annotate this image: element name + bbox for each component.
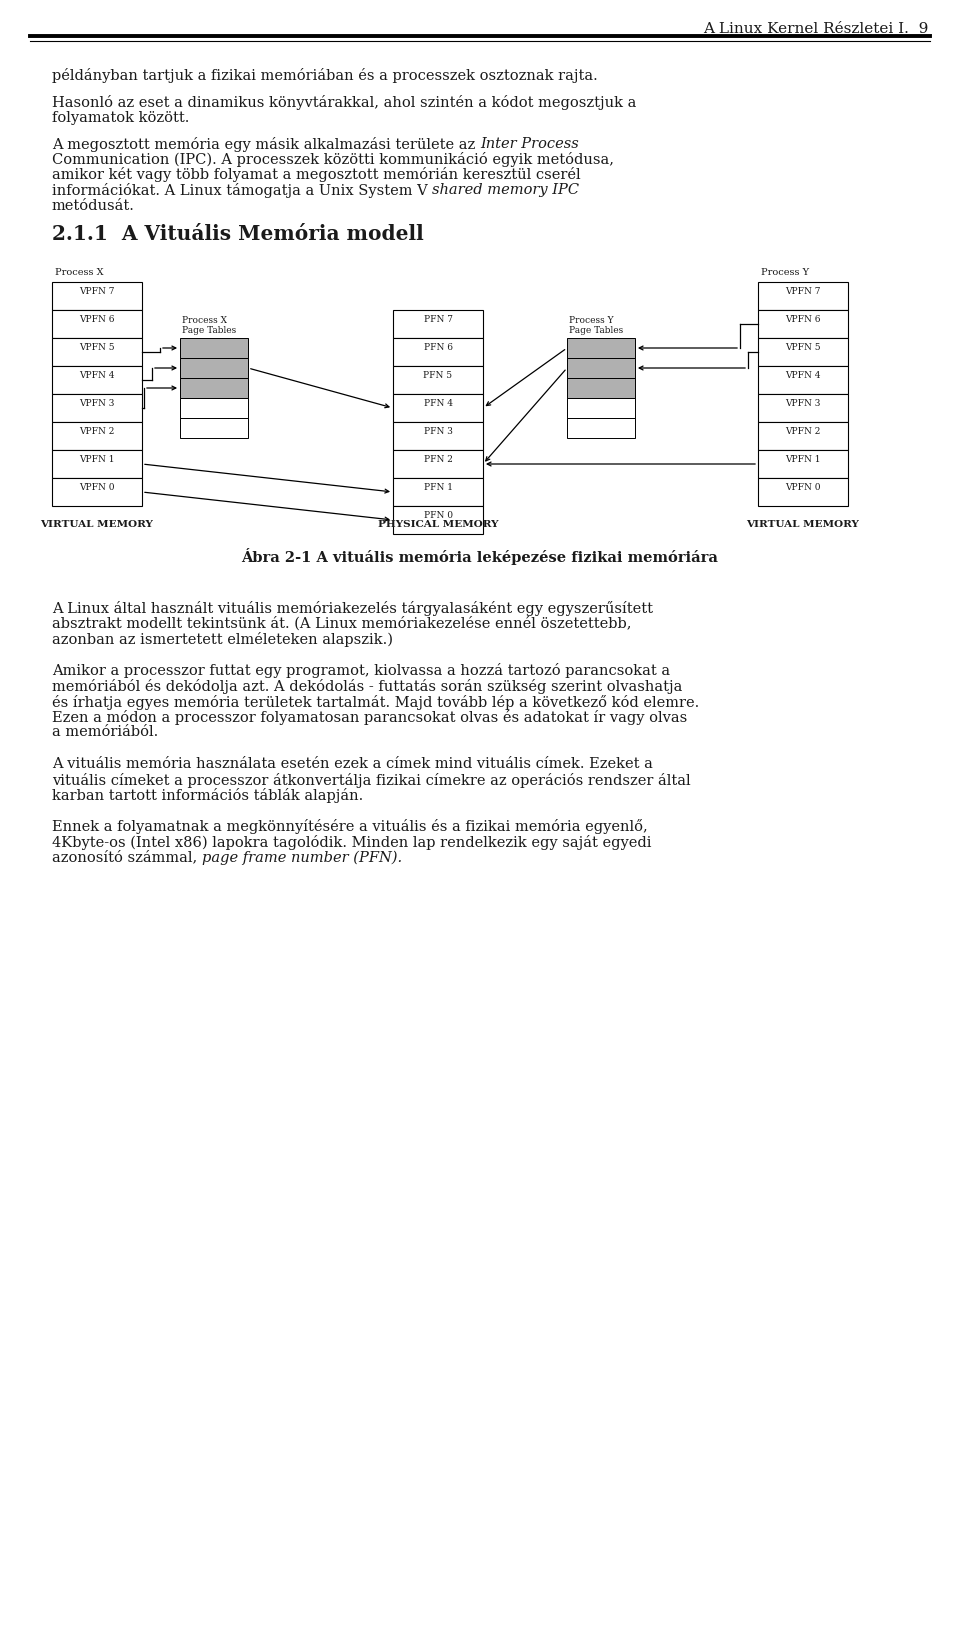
Bar bbox=[758, 393, 848, 422]
Text: memóriából és dekódolja azt. A dekódolás - futtatás során szükség szerint olvash: memóriából és dekódolja azt. A dekódolás… bbox=[52, 679, 683, 694]
Bar bbox=[52, 478, 142, 505]
Bar bbox=[393, 393, 483, 422]
Text: Inter Process: Inter Process bbox=[480, 136, 579, 151]
Bar bbox=[393, 505, 483, 535]
Text: Amikor a processzor futtat egy programot, kiolvassa a hozzá tartozó parancsokat : Amikor a processzor futtat egy programot… bbox=[52, 663, 670, 679]
Text: Ábra 2-1 A vituális memória leképezése fizikai memóriára: Ábra 2-1 A vituális memória leképezése f… bbox=[242, 548, 718, 565]
Text: PFN 7: PFN 7 bbox=[423, 315, 452, 323]
Text: VPFN 6: VPFN 6 bbox=[785, 315, 821, 323]
Text: PFN 0: PFN 0 bbox=[423, 510, 452, 520]
Text: VPFN 3: VPFN 3 bbox=[785, 400, 821, 408]
Bar bbox=[758, 478, 848, 505]
Bar bbox=[567, 398, 635, 418]
Bar bbox=[758, 310, 848, 338]
Text: PFN 5: PFN 5 bbox=[423, 370, 452, 380]
Text: Ezen a módon a processzor folyamatosan parancsokat olvas és adatokat ír vagy olv: Ezen a módon a processzor folyamatosan p… bbox=[52, 710, 687, 725]
Text: karban tartott információs táblák alapján.: karban tartott információs táblák alapjá… bbox=[52, 788, 363, 803]
Text: azonosító számmal,: azonosító számmal, bbox=[52, 850, 202, 864]
Bar bbox=[567, 379, 635, 398]
Text: Process X: Process X bbox=[55, 268, 104, 276]
Text: amikor két vagy több folyamat a megosztott memórián keresztül cserél: amikor két vagy több folyamat a megoszto… bbox=[52, 167, 581, 182]
Bar bbox=[393, 478, 483, 505]
Text: Process Y: Process Y bbox=[761, 268, 809, 276]
Bar bbox=[180, 398, 248, 418]
Text: absztrakt modellt tekintsünk át. (A Linux memóriakezelése ennél öszetettebb,: absztrakt modellt tekintsünk át. (A Linu… bbox=[52, 616, 632, 630]
Bar bbox=[567, 358, 635, 379]
Bar bbox=[393, 338, 483, 366]
Bar bbox=[180, 338, 248, 358]
Bar bbox=[393, 422, 483, 450]
Bar bbox=[393, 450, 483, 478]
Bar bbox=[567, 338, 635, 358]
Text: VPFN 2: VPFN 2 bbox=[785, 427, 821, 436]
Bar bbox=[52, 393, 142, 422]
Text: VPFN 4: VPFN 4 bbox=[785, 370, 821, 380]
Bar bbox=[180, 379, 248, 398]
Text: PHYSICAL MEMORY: PHYSICAL MEMORY bbox=[377, 520, 498, 530]
Bar bbox=[52, 366, 142, 393]
Text: page frame number (PFN).: page frame number (PFN). bbox=[202, 850, 402, 864]
Text: A vituális memória használata esetén ezek a címek mind vituális címek. Ezeket a: A vituális memória használata esetén eze… bbox=[52, 757, 653, 770]
Bar bbox=[758, 422, 848, 450]
Text: metódusát.: metódusát. bbox=[52, 198, 134, 213]
Text: VIRTUAL MEMORY: VIRTUAL MEMORY bbox=[40, 520, 154, 530]
Text: VPFN 0: VPFN 0 bbox=[80, 483, 115, 492]
Text: VPFN 4: VPFN 4 bbox=[80, 370, 115, 380]
Text: PFN 4: PFN 4 bbox=[423, 400, 452, 408]
Text: VPFN 7: VPFN 7 bbox=[785, 288, 821, 296]
Text: VPFN 0: VPFN 0 bbox=[785, 483, 821, 492]
Text: VPFN 1: VPFN 1 bbox=[785, 455, 821, 465]
Text: Ennek a folyamatnak a megkönnyítésére a vituális és a fizikai memória egyenlő,: Ennek a folyamatnak a megkönnyítésére a … bbox=[52, 819, 648, 835]
Bar bbox=[52, 450, 142, 478]
Bar bbox=[393, 366, 483, 393]
Text: Process Y
Page Tables: Process Y Page Tables bbox=[569, 315, 623, 335]
Bar bbox=[52, 422, 142, 450]
Text: Hasonló az eset a dinamikus könyvtárakkal, ahol szintén a kódot megosztjuk a: Hasonló az eset a dinamikus könyvtárakka… bbox=[52, 96, 636, 111]
Bar bbox=[52, 310, 142, 338]
Bar bbox=[758, 450, 848, 478]
Text: VPFN 7: VPFN 7 bbox=[80, 288, 115, 296]
Text: PFN 3: PFN 3 bbox=[423, 427, 452, 436]
Text: shared memory IPC: shared memory IPC bbox=[432, 184, 580, 197]
Text: A Linux Kernel Részletei I.  9: A Linux Kernel Részletei I. 9 bbox=[703, 23, 928, 36]
Text: A Linux által használt vituális memóriakezelés tárgyalasáként egy egyszerűsített: A Linux által használt vituális memóriak… bbox=[52, 601, 653, 616]
Bar bbox=[180, 418, 248, 439]
Text: Communication (IPC). A processzek közötti kommunikáció egyik metódusa,: Communication (IPC). A processzek között… bbox=[52, 153, 614, 167]
Bar bbox=[52, 338, 142, 366]
Text: folyamatok között.: folyamatok között. bbox=[52, 111, 189, 125]
Bar bbox=[180, 358, 248, 379]
Text: VPFN 5: VPFN 5 bbox=[785, 343, 821, 353]
Text: PFN 2: PFN 2 bbox=[423, 455, 452, 465]
Text: VPFN 1: VPFN 1 bbox=[80, 455, 115, 465]
Text: VPFN 3: VPFN 3 bbox=[80, 400, 114, 408]
Bar bbox=[567, 418, 635, 439]
Text: példányban tartjuk a fizikai memóriában és a processzek osztoznak rajta.: példányban tartjuk a fizikai memóriában … bbox=[52, 68, 598, 83]
Text: 4Kbyte-os (Intel x86) lapokra tagolódik. Minden lap rendelkezik egy saját egyedi: 4Kbyte-os (Intel x86) lapokra tagolódik.… bbox=[52, 835, 652, 850]
Text: azonban az ismertetett elméleteken alapszik.): azonban az ismertetett elméleteken alaps… bbox=[52, 632, 393, 647]
Text: VPFN 2: VPFN 2 bbox=[80, 427, 114, 436]
Bar bbox=[393, 310, 483, 338]
Bar bbox=[758, 283, 848, 310]
Text: VIRTUAL MEMORY: VIRTUAL MEMORY bbox=[747, 520, 859, 530]
Text: a memóriából.: a memóriából. bbox=[52, 725, 158, 739]
Text: vituális címeket a processzor átkonvertálja fizikai címekre az operációs rendsze: vituális címeket a processzor átkonvertá… bbox=[52, 772, 690, 788]
Bar bbox=[758, 338, 848, 366]
Text: Process X
Page Tables: Process X Page Tables bbox=[182, 315, 236, 335]
Text: és írhatja egyes memória területek tartalmát. Majd tovább lép a következő kód el: és írhatja egyes memória területek tarta… bbox=[52, 694, 699, 710]
Text: 2.1.1  A Vituális Memória modell: 2.1.1 A Vituális Memória modell bbox=[52, 224, 423, 244]
Bar bbox=[52, 283, 142, 310]
Text: PFN 1: PFN 1 bbox=[423, 483, 452, 492]
Bar bbox=[758, 366, 848, 393]
Text: PFN 6: PFN 6 bbox=[423, 343, 452, 353]
Text: VPFN 6: VPFN 6 bbox=[80, 315, 115, 323]
Text: információkat. A Linux támogatja a Unix System V: információkat. A Linux támogatja a Unix … bbox=[52, 184, 432, 198]
Text: A megosztott memória egy másik alkalmazási területe az: A megosztott memória egy másik alkalmazá… bbox=[52, 136, 480, 151]
Text: VPFN 5: VPFN 5 bbox=[79, 343, 115, 353]
